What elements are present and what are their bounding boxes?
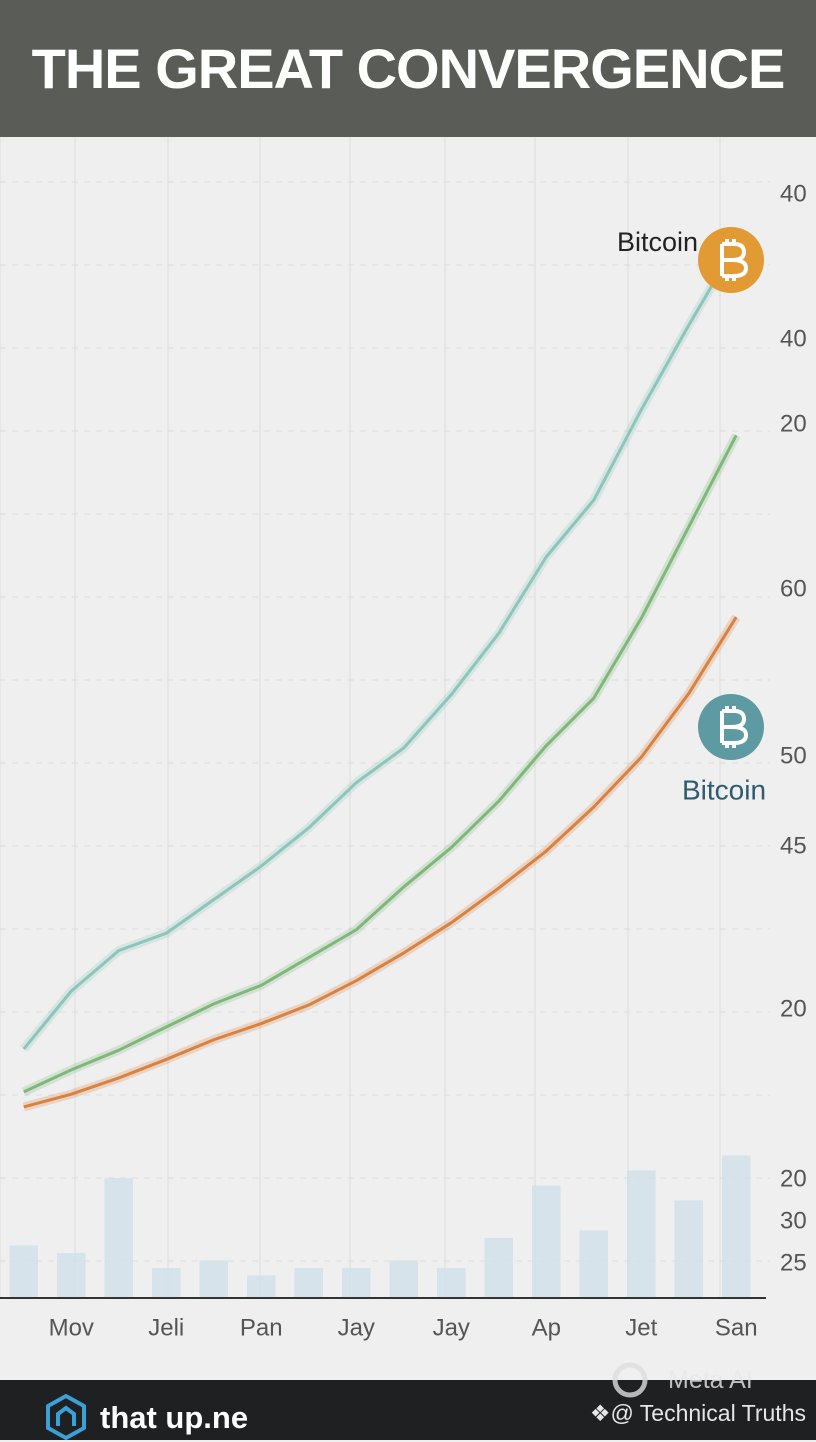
right-axis-label: 40: [780, 325, 807, 352]
volume-bar: [247, 1275, 276, 1298]
volume-bar: [674, 1200, 703, 1298]
volume-bar: [57, 1253, 86, 1298]
x-tick-label: Jeli: [148, 1314, 184, 1341]
x-tick-label: Ap: [532, 1314, 561, 1341]
footer: that up.ne ❖@ Technical Truths: [0, 1380, 816, 1441]
volume-bar: [199, 1260, 228, 1298]
coin-teal: [698, 694, 764, 760]
volume-bar: [152, 1268, 181, 1298]
brand-icon: [46, 1394, 86, 1441]
x-tick-label: Pan: [240, 1314, 283, 1341]
right-axis-label: 20: [780, 995, 807, 1022]
chart: Mov Jeli Pan Jay Jay Ap Jet San 40 40 20 60 50 45 20 20…: [0, 137, 807, 1341]
x-tick-label: Jet: [625, 1314, 657, 1341]
volume-bar: [342, 1268, 371, 1298]
volume-bar: [532, 1185, 561, 1298]
series-glow: [22, 614, 741, 1112]
series-line: [23, 616, 738, 1109]
x-tick-label: Mov: [49, 1314, 94, 1341]
series-line: [22, 243, 738, 1050]
annotation: Bitcoin: [682, 774, 766, 805]
volume-bar: [389, 1260, 418, 1298]
meta-icon: [612, 1362, 648, 1398]
volume-bar: [437, 1268, 466, 1298]
x-tick-label: Jay: [338, 1314, 375, 1341]
right-axis-label: 20: [780, 410, 807, 437]
volume-bar: [294, 1268, 323, 1298]
x-tick-label: San: [715, 1314, 758, 1341]
series-line: [23, 434, 738, 1094]
right-axis-label: 50: [780, 742, 807, 769]
header: THE GREAT CONVERGENCE: [0, 0, 816, 137]
volume-bar: [104, 1178, 133, 1298]
chart-title: THE GREAT CONVERGENCE: [31, 37, 786, 100]
coin-orange: [698, 227, 764, 293]
right-axis-label: 45: [780, 832, 807, 859]
volume-bar: [627, 1170, 656, 1298]
x-tick-label: Jay: [433, 1314, 470, 1341]
volume-bar: [484, 1238, 513, 1298]
brand: that up.ne: [100, 1400, 249, 1435]
right-axis-label: 25: [780, 1249, 807, 1276]
volume-bar: [579, 1230, 608, 1298]
right-axis-label: 30: [780, 1207, 807, 1234]
coin-glyph: [720, 239, 749, 281]
right-axis-label: 40: [780, 180, 807, 207]
volume-bar: [9, 1245, 38, 1298]
right-axis-label: 60: [780, 575, 807, 602]
handle: ❖@ Technical Truths: [589, 1400, 806, 1426]
coin-glyph: [720, 706, 749, 748]
volume-bar: [722, 1155, 751, 1298]
annotation: Bitcoin: [617, 227, 698, 257]
watermark: Meta AI: [668, 1366, 753, 1394]
right-axis-label: 20: [780, 1165, 807, 1192]
